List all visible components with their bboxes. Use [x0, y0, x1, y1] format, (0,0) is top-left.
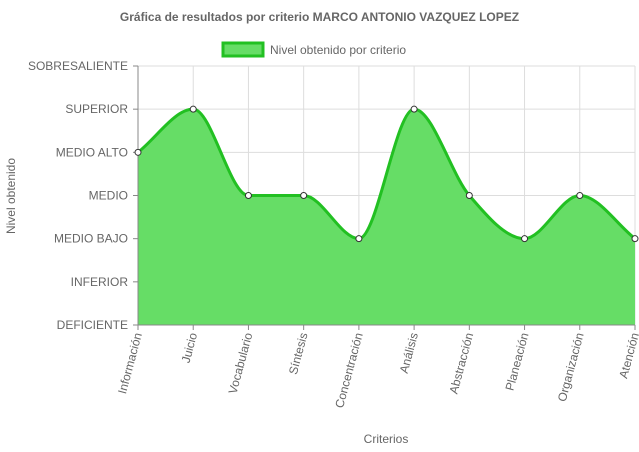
- data-point-Abstracción[interactable]: [465, 192, 473, 199]
- x-tick-label: Análisis: [397, 331, 421, 375]
- y-tick-label: MEDIO: [89, 189, 128, 203]
- legend-label: Nivel obtenido por criterio: [270, 43, 406, 57]
- data-point-Juicio[interactable]: [189, 105, 197, 113]
- series-line: [137, 107, 636, 241]
- data-point-Análisis[interactable]: [410, 105, 418, 113]
- y-axis-title: Nivel obtenido: [4, 158, 18, 234]
- x-tick-label: Atención: [616, 331, 639, 380]
- x-tick-label: Organización: [555, 331, 587, 403]
- data-point-Información[interactable]: [134, 148, 142, 156]
- x-tick-label: Abstracción: [446, 331, 476, 395]
- data-point-Atención[interactable]: [631, 235, 639, 243]
- y-tick-label: MEDIO BAJO: [54, 232, 128, 246]
- x-tick-label: Vocabulario: [226, 331, 256, 396]
- series: [137, 107, 636, 326]
- y-tick-label: SUPERIOR: [65, 102, 128, 116]
- x-axis-title: Criterios: [364, 432, 409, 446]
- data-point-Vocabulario[interactable]: [244, 192, 252, 199]
- x-tick-label: Concentración: [332, 331, 366, 409]
- data-point-Concentración[interactable]: [355, 235, 363, 243]
- x-tick-label: Información: [115, 331, 145, 395]
- data-point-Planeación[interactable]: [521, 235, 529, 243]
- chart-title: Gráfica de resultados por criterio MARCO…: [120, 10, 519, 24]
- x-axis-ticks: Información Juicio Vocabulario Síntesis Conc…: [115, 325, 639, 410]
- x-tick-label: Juicio: [179, 331, 201, 365]
- y-tick-label: MEDIO ALTO: [56, 145, 128, 159]
- data-point-Organización[interactable]: [576, 192, 584, 199]
- x-tick-label: Planeación: [503, 331, 532, 392]
- x-tick-label: Síntesis: [286, 331, 311, 376]
- data-points: [134, 105, 639, 243]
- series-area-fill: [138, 109, 635, 326]
- axes: [133, 66, 635, 330]
- y-tick-label: SOBRESALIENTE: [28, 59, 128, 73]
- y-axis-ticks: DEFICIENTE INFERIOR MEDIO BAJO MEDIO MEDIO A…: [28, 59, 138, 332]
- legend[interactable]: Nivel obtenido por criterio: [221, 41, 406, 58]
- y-tick-label: DEFICIENTE: [57, 318, 128, 332]
- data-point-Síntesis[interactable]: [300, 192, 308, 199]
- y-tick-label: INFERIOR: [71, 275, 129, 289]
- legend-swatch: [221, 41, 265, 58]
